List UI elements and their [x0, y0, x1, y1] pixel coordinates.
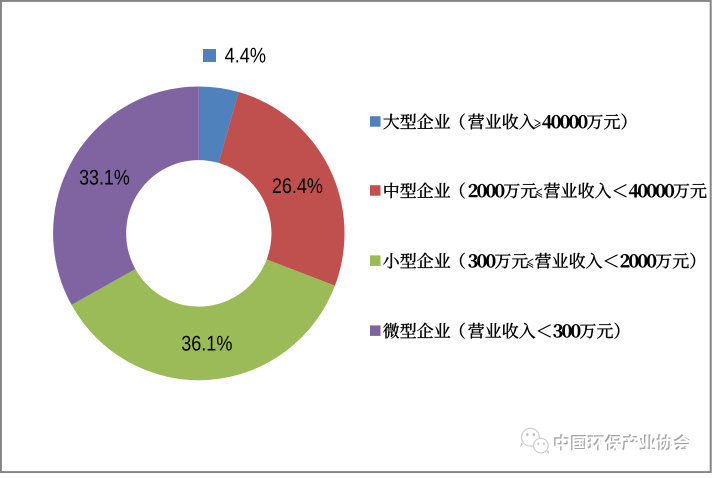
svg-text:33.1%: 33.1%: [79, 167, 130, 190]
svg-text:36.1%: 36.1%: [181, 333, 232, 356]
svg-text:4.4%: 4.4%: [225, 45, 266, 68]
svg-text:26.4%: 26.4%: [272, 175, 323, 198]
